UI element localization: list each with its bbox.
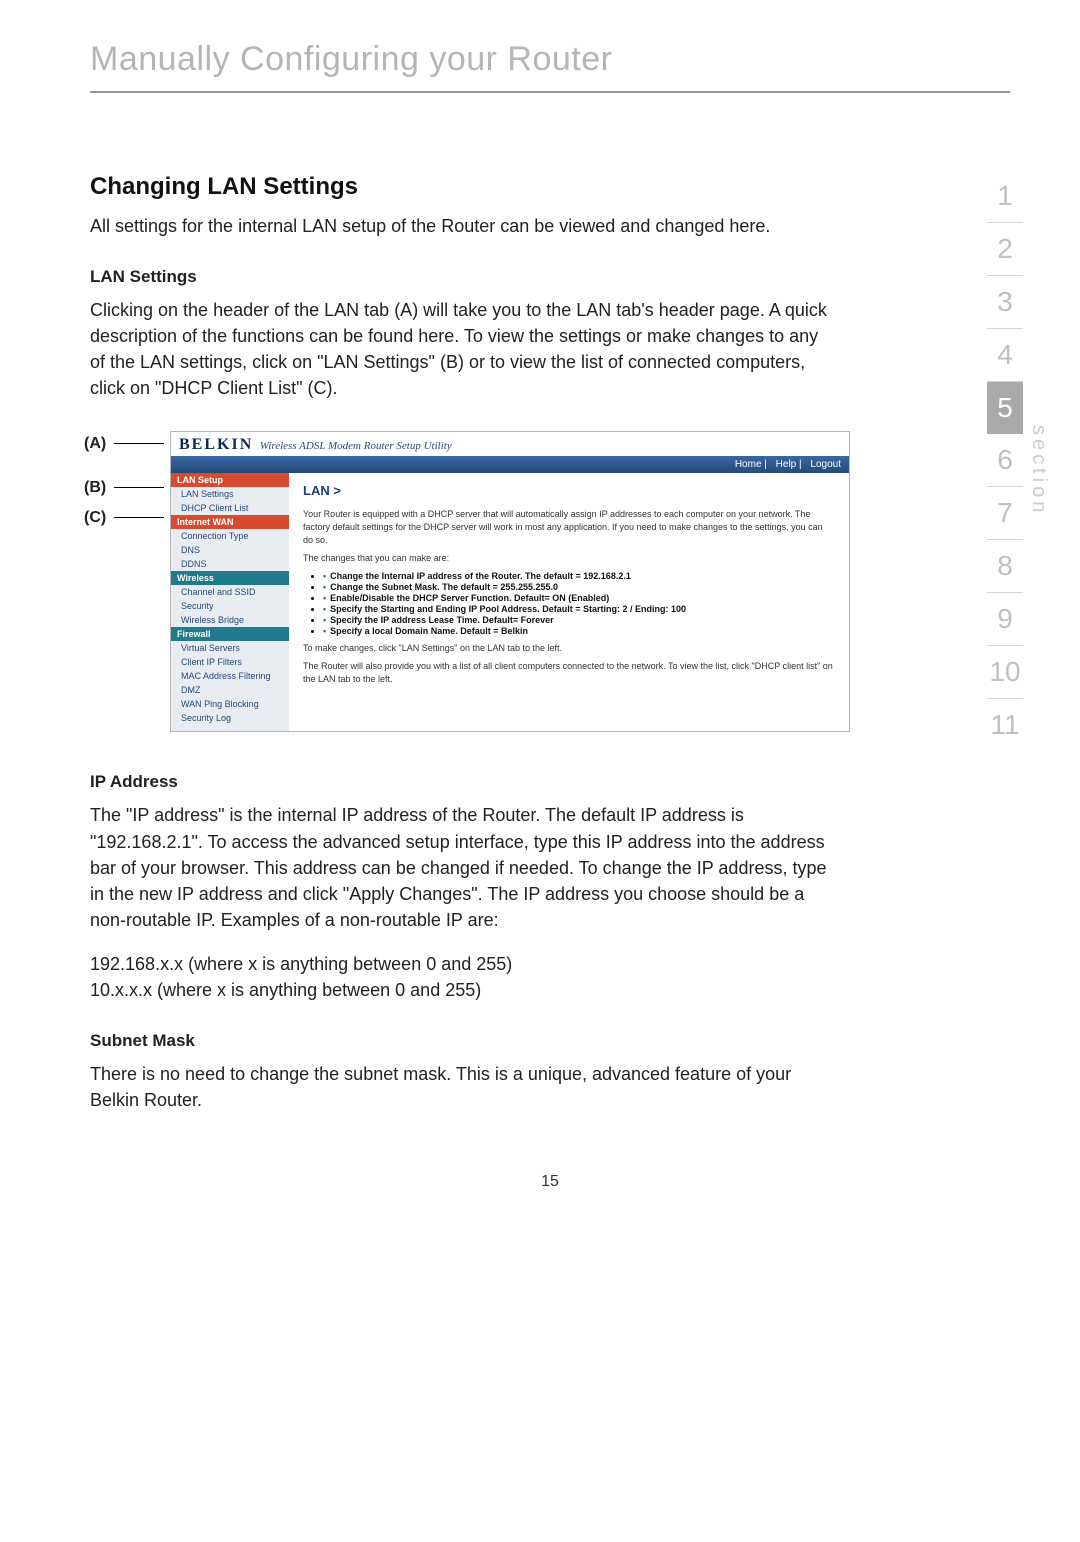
heading-changing-lan: Changing LAN Settings xyxy=(90,173,830,201)
side-security-log[interactable]: Security Log xyxy=(171,711,289,725)
heading-lan-settings: LAN Settings xyxy=(90,267,830,287)
side-lan-settings[interactable]: LAN Settings xyxy=(171,487,289,501)
section-nav-label: section xyxy=(1027,425,1050,516)
callout-a: (A) xyxy=(84,435,106,453)
intro-text: All settings for the internal LAN setup … xyxy=(90,213,830,239)
side-connection-type[interactable]: Connection Type xyxy=(171,529,289,543)
router-subtitle: Wireless ADSL Modem Router Setup Utility xyxy=(260,440,452,452)
side-hdr-internet-wan[interactable]: Internet WAN xyxy=(171,515,289,529)
side-wan-ping[interactable]: WAN Ping Blocking xyxy=(171,697,289,711)
callout-a-line xyxy=(114,443,164,444)
section-nav-item-3[interactable]: 3 xyxy=(987,276,1023,329)
section-nav-item-8[interactable]: 8 xyxy=(987,540,1023,593)
router-bullet: •Enable/Disable the DHCP Server Function… xyxy=(323,593,835,603)
router-main: LAN > Your Router is equipped with a DHC… xyxy=(289,473,849,731)
lan-settings-text: Clicking on the header of the LAN tab (A… xyxy=(90,297,830,401)
side-client-ip[interactable]: Client IP Filters xyxy=(171,655,289,669)
router-main-p2: The changes that you can make are: xyxy=(303,552,835,565)
router-brand: BELKIN xyxy=(179,436,253,454)
callout-b-line xyxy=(114,487,164,488)
side-ddns[interactable]: DDNS xyxy=(171,557,289,571)
side-dns[interactable]: DNS xyxy=(171,543,289,557)
section-nav-item-2[interactable]: 2 xyxy=(987,223,1023,276)
side-security[interactable]: Security xyxy=(171,599,289,613)
router-main-p1: Your Router is equipped with a DHCP serv… xyxy=(303,508,835,546)
heading-ip-address: IP Address xyxy=(90,772,830,792)
subnet-mask-text: There is no need to change the subnet ma… xyxy=(90,1061,830,1113)
ip-example-2: 10.x.x.x (where x is anything between 0 … xyxy=(90,977,830,1003)
topbar-help[interactable]: Help xyxy=(776,459,797,470)
router-sidebar: LAN Setup LAN Settings DHCP Client List … xyxy=(171,473,289,731)
topbar-home[interactable]: Home xyxy=(735,459,762,470)
heading-subnet-mask: Subnet Mask xyxy=(90,1031,830,1051)
router-bullet: •Change the Subnet Mask. The default = 2… xyxy=(323,582,835,592)
side-dmz[interactable]: DMZ xyxy=(171,683,289,697)
side-dhcp-client[interactable]: DHCP Client List xyxy=(171,501,289,515)
callout-c: (C) xyxy=(84,509,106,527)
section-nav: section 1234567891011 xyxy=(970,170,1040,751)
side-channel-ssid[interactable]: Channel and SSID xyxy=(171,585,289,599)
router-main-p3: To make changes, click "LAN Settings" on… xyxy=(303,642,835,655)
callout-b: (B) xyxy=(84,479,106,497)
side-mac-filter[interactable]: MAC Address Filtering xyxy=(171,669,289,683)
side-wireless-bridge[interactable]: Wireless Bridge xyxy=(171,613,289,627)
router-screenshot: (A) (B) (C) BELKIN Wireless ADSL Modem R… xyxy=(90,431,830,732)
router-main-title: LAN > xyxy=(303,483,835,498)
section-nav-item-5[interactable]: 5 xyxy=(987,382,1023,434)
ip-example-1: 192.168.x.x (where x is anything between… xyxy=(90,951,830,977)
side-virtual-servers[interactable]: Virtual Servers xyxy=(171,641,289,655)
callout-c-line xyxy=(114,517,164,518)
side-hdr-wireless[interactable]: Wireless xyxy=(171,571,289,585)
section-nav-item-10[interactable]: 10 xyxy=(987,646,1023,699)
router-bullet: •Specify the Starting and Ending IP Pool… xyxy=(323,604,835,614)
ip-address-text: The "IP address" is the internal IP addr… xyxy=(90,802,830,932)
router-bullet: •Specify the IP address Lease Time. Defa… xyxy=(323,615,835,625)
router-bullet: •Specify a local Domain Name. Default = … xyxy=(323,626,835,636)
section-nav-item-1[interactable]: 1 xyxy=(987,170,1023,223)
router-bullet: •Change the Internal IP address of the R… xyxy=(323,571,835,581)
router-main-p4: The Router will also provide you with a … xyxy=(303,660,835,685)
topbar-logout[interactable]: Logout xyxy=(810,459,841,470)
section-nav-item-9[interactable]: 9 xyxy=(987,593,1023,646)
page-number: 15 xyxy=(90,1173,1010,1191)
section-nav-item-11[interactable]: 11 xyxy=(987,699,1023,751)
side-hdr-lan-setup[interactable]: LAN Setup xyxy=(171,473,289,487)
section-nav-item-4[interactable]: 4 xyxy=(987,329,1023,382)
router-topbar: Home | Help | Logout xyxy=(171,456,849,473)
side-hdr-firewall[interactable]: Firewall xyxy=(171,627,289,641)
section-nav-item-6[interactable]: 6 xyxy=(987,434,1023,487)
page-title: Manually Configuring your Router xyxy=(90,40,1010,93)
section-nav-item-7[interactable]: 7 xyxy=(987,487,1023,540)
